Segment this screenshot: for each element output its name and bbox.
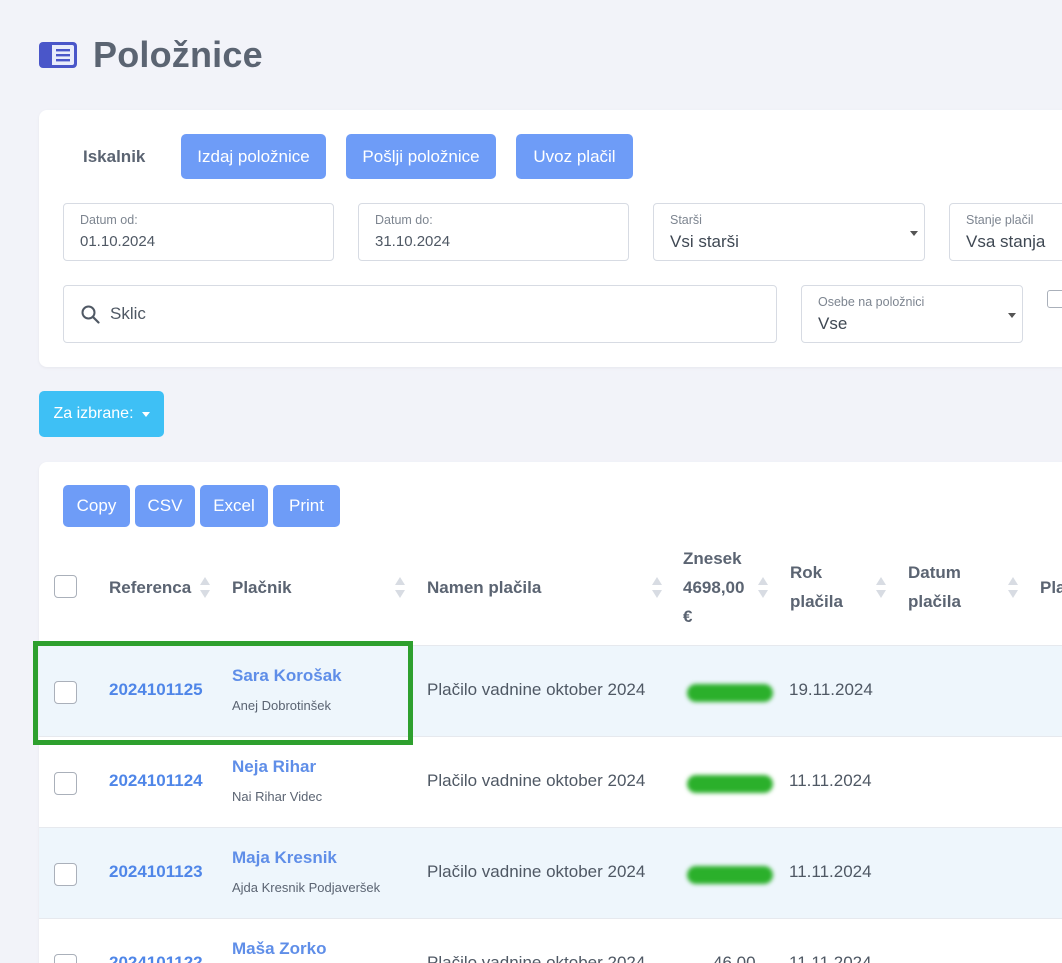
due-date: 11.11.2024 (789, 771, 872, 790)
sort-icon[interactable] (876, 577, 886, 599)
column-header-payer[interactable]: Plačnik (232, 578, 292, 597)
sort-icon[interactable] (1008, 577, 1018, 599)
due-header-line1: Rok (790, 563, 823, 582)
amount: 46,00 (713, 953, 756, 963)
amount-header-line1: Znesek (683, 549, 742, 568)
paid-header-line1: Datum (908, 563, 961, 582)
reference-link[interactable]: 2024101124 (109, 771, 203, 790)
due-date: 19.11.2024 (789, 680, 873, 699)
payment-purpose: Plačilo vadnine oktober 2024 (427, 862, 646, 881)
row-checkbox[interactable] (54, 681, 77, 704)
column-header-next[interactable]: Pla (1040, 578, 1062, 597)
parents-label: Starši (670, 213, 702, 227)
column-header-purpose[interactable]: Namen plačila (427, 578, 542, 597)
person-name: Ajda Kresnik Podjaveršek (232, 880, 381, 895)
payer-link[interactable]: Neja Rihar (232, 757, 317, 776)
row-checkbox[interactable] (54, 954, 77, 963)
column-header-due-date[interactable]: Rok plačila (790, 558, 843, 616)
table-row[interactable]: 2024101123 Maja Kresnik Ajda Kresnik Pod… (39, 827, 1062, 918)
redacted-amount (687, 775, 773, 793)
parents-select[interactable]: Starši Vsi starši (653, 203, 925, 261)
invoices-table-card: Copy CSV Excel Print Referenca Plačnik N… (39, 462, 1062, 963)
column-header-amount[interactable]: Znesek 4698,00 € (683, 544, 753, 631)
sort-icon[interactable] (652, 577, 662, 599)
person-name: Anej Dobrotinšek (232, 698, 331, 713)
date-from-field[interactable]: Datum od: 01.10.2024 (63, 203, 334, 261)
due-date: 11.11.2024 (789, 953, 872, 963)
page-title-text: Položnice (93, 34, 263, 75)
reference-search-input[interactable]: Sklic (63, 285, 777, 343)
date-from-label: Datum od: (80, 213, 138, 227)
payment-purpose: Plačilo vadnine oktober 2024 (427, 953, 646, 963)
column-header-payment-date[interactable]: Datum plačila (908, 558, 961, 616)
sort-icon[interactable] (395, 577, 405, 599)
row-checkbox[interactable] (54, 772, 77, 795)
payer-link[interactable]: Sara Korošak (232, 666, 342, 685)
search-icon (81, 305, 100, 329)
print-button[interactable]: Print (273, 485, 340, 527)
persons-value: Vse (818, 314, 848, 333)
table-row[interactable]: 2024101122 Maša Zorko Plačilo vadnine ok… (39, 918, 1062, 963)
reference-link[interactable]: 2024101122 (109, 953, 203, 963)
filter-checkbox[interactable] (1047, 290, 1062, 308)
sort-icon[interactable] (200, 577, 210, 599)
caret-down-icon (141, 411, 150, 417)
date-to-label: Datum do: (375, 213, 433, 227)
list-card-icon (39, 42, 77, 68)
send-invoices-button[interactable]: Pošlji položnice (346, 134, 496, 179)
payment-state-value: Vsa stanja (966, 232, 1046, 251)
chevron-down-icon (1008, 313, 1016, 318)
redacted-amount (687, 866, 773, 884)
paid-header-line2: plačila (908, 592, 961, 611)
persons-label: Osebe na položnici (818, 295, 925, 309)
due-date: 11.11.2024 (789, 862, 872, 881)
payment-purpose: Plačilo vadnine oktober 2024 (427, 680, 646, 699)
import-payments-button[interactable]: Uvoz plačil (516, 134, 633, 179)
date-to-value: 31.10.2024 (375, 233, 451, 250)
date-to-field[interactable]: Datum do: 31.10.2024 (358, 203, 629, 261)
filters-card: Iskalnik Izdaj položnice Pošlji položnic… (39, 110, 1062, 367)
date-from-value: 01.10.2024 (80, 233, 156, 250)
table-row[interactable]: 2024101125 Sara Korošak Anej Dobrotinšek… (39, 645, 1062, 736)
tab-search[interactable]: Iskalnik (83, 147, 146, 166)
payment-purpose: Plačilo vadnine oktober 2024 (427, 771, 646, 790)
column-header-reference[interactable]: Referenca (109, 578, 192, 597)
bulk-actions-dropdown[interactable]: Za izbrane: (39, 391, 164, 437)
select-all-checkbox[interactable] (54, 575, 77, 598)
redacted-amount (687, 684, 773, 702)
page-title: Položnice (39, 34, 263, 76)
chevron-down-icon (910, 231, 918, 236)
person-name: Nai Rihar Videc (232, 789, 323, 804)
payer-link[interactable]: Maša Zorko (232, 939, 327, 958)
search-placeholder: Sklic (110, 304, 146, 323)
issue-invoices-button[interactable]: Izdaj položnice (181, 134, 326, 179)
bulk-actions-label: Za izbrane: (53, 405, 134, 422)
payment-state-label: Stanje plačil (966, 213, 1034, 227)
excel-button[interactable]: Excel (200, 485, 268, 527)
sort-icon[interactable] (758, 577, 768, 599)
table-row[interactable]: 2024101124 Neja Rihar Nai Rihar Videc Pl… (39, 736, 1062, 827)
payer-link[interactable]: Maja Kresnik (232, 848, 337, 867)
reference-link[interactable]: 2024101125 (109, 680, 203, 699)
amount-header-line2: 4698,00 (683, 578, 745, 597)
amount-header-line3: € (683, 607, 693, 626)
persons-select[interactable]: Osebe na položnici Vse (801, 285, 1023, 343)
csv-button[interactable]: CSV (135, 485, 195, 527)
due-header-line2: plačila (790, 592, 843, 611)
row-checkbox[interactable] (54, 863, 77, 886)
parents-value: Vsi starši (670, 232, 739, 251)
reference-link[interactable]: 2024101123 (109, 862, 203, 881)
copy-button[interactable]: Copy (63, 485, 130, 527)
payment-state-select[interactable]: Stanje plačil Vsa stanja (949, 203, 1062, 261)
